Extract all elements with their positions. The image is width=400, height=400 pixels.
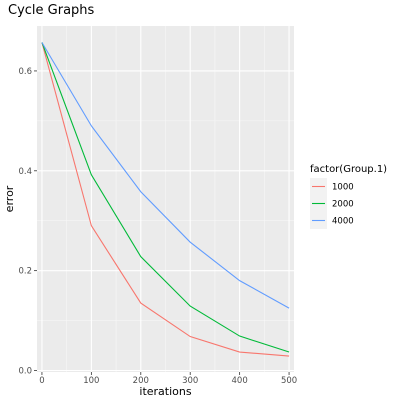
x-axis-title: iterations	[139, 385, 191, 398]
y-tick-label: 0.4	[18, 167, 32, 177]
y-tick-label: 0.2	[18, 267, 32, 277]
y-tick-label: 0.6	[18, 67, 32, 77]
axis-tick-labels: 0 100 200 300 400 500 0.0 0.2 0.4 0.6	[18, 67, 297, 386]
x-tick-label: 200	[133, 376, 149, 386]
series-line-2000	[41, 42, 290, 353]
y-tick-label: 0.0	[18, 367, 32, 377]
axis-ticks	[34, 70, 290, 375]
legend: factor(Group.1) 1000 2000 4000	[310, 164, 387, 229]
series-line-4000	[41, 42, 290, 309]
series-lines	[41, 42, 290, 357]
x-tick-label: 0	[39, 376, 44, 386]
x-tick-label: 500	[281, 376, 297, 386]
x-tick-label: 300	[182, 376, 198, 386]
major-gridlines	[37, 26, 294, 372]
chart-title: Cycle Graphs	[8, 3, 95, 18]
y-axis-title: error	[3, 185, 16, 212]
series-line-1000	[41, 42, 290, 357]
legend-label: 4000	[332, 217, 354, 227]
legend-label: 1000	[332, 183, 354, 193]
legend-title: factor(Group.1)	[310, 164, 387, 175]
legend-label: 2000	[332, 200, 354, 210]
x-tick-label: 400	[232, 376, 248, 386]
x-tick-label: 100	[83, 376, 99, 386]
